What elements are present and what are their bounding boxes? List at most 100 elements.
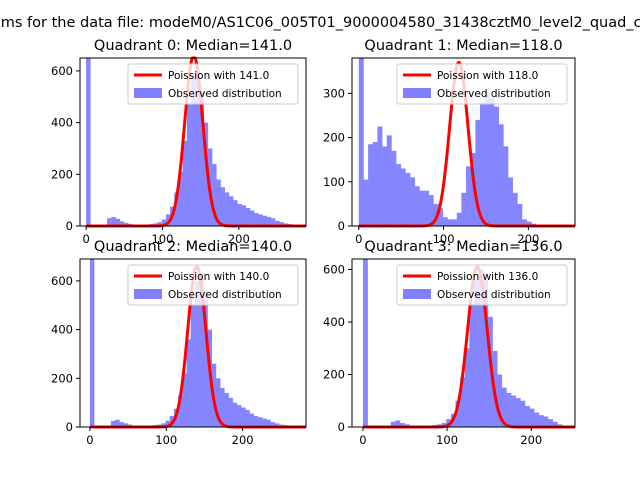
histogram-bar [452, 219, 458, 226]
y-tick-label: 200 [51, 371, 73, 385]
histogram-bar [266, 419, 271, 427]
histogram-bar [424, 190, 430, 226]
histogram-bar [241, 407, 246, 427]
legend-label-observed: Observed distribution [168, 289, 282, 301]
histogram-bar [266, 216, 272, 226]
histogram-bar [478, 269, 484, 427]
histogram-bar [522, 219, 527, 226]
y-tick-label: 300 [323, 86, 345, 100]
histogram-bar [119, 221, 125, 226]
histogram-bar [228, 196, 234, 226]
legend-label-poisson: Poission with 118.0 [437, 70, 538, 82]
legend-label-observed: Observed distribution [437, 88, 551, 100]
histogram-bar [503, 146, 509, 226]
histogram-bar [89, 259, 95, 427]
histogram-bar [414, 186, 420, 226]
histogram-bar [241, 205, 246, 226]
histogram-bar [190, 305, 196, 427]
y-tick-label: 0 [338, 420, 345, 434]
chart-title: Quadrant 3: Median=136.0 [364, 239, 562, 255]
histogram-bar [489, 97, 495, 226]
histogram-bar [372, 142, 378, 226]
axes-frame [79, 258, 307, 428]
chart-title: Quadrant 0: Median=141.0 [94, 38, 292, 54]
histogram-bar [386, 135, 392, 226]
histogram-bar [165, 420, 171, 427]
histogram-bar [254, 213, 259, 226]
histogram-bar [543, 416, 549, 427]
legend-box [396, 264, 568, 306]
chart-panel-1: Quadrant 1: Median=118.0 0 100 200 0 100 200 30… [323, 38, 577, 246]
histogram-bar [400, 168, 406, 226]
axes-frame [351, 57, 576, 227]
y-tick-label: 200 [323, 368, 345, 382]
histogram-bar [428, 195, 434, 226]
histogram-bar [456, 212, 462, 226]
histogram-bar [534, 412, 540, 427]
x-tick-label: 0 [82, 232, 89, 246]
x-tick-label: 200 [228, 232, 250, 246]
histogram-bar [410, 177, 416, 226]
histogram-bar [363, 179, 369, 226]
histogram-bar [391, 150, 397, 226]
histogram-bar [123, 423, 129, 427]
histogram-bar [515, 398, 521, 427]
legend-box [127, 63, 299, 105]
histogram-bar [178, 171, 183, 226]
histogram-bar [249, 210, 255, 226]
histogram-bar [358, 58, 364, 226]
histogram-bar [224, 192, 230, 226]
histogram-bar [262, 418, 267, 427]
histogram-bar [508, 177, 513, 226]
legend: Poission with 118.0 Observed distribution [396, 63, 568, 105]
histogram-bar [455, 400, 461, 427]
legend-box [127, 264, 299, 306]
histogram-bar [552, 421, 558, 427]
histogram-bar [119, 422, 124, 427]
histogram-bar [382, 146, 388, 226]
histogram-bar [212, 163, 217, 226]
panels-group: Quadrant 0: Median=141.0 0 100 200 0 200 400 60… [51, 38, 577, 447]
histogram-bar [195, 70, 200, 226]
y-tick-label: 200 [51, 167, 73, 181]
legend-label-poisson: Poission with 136.0 [437, 271, 538, 283]
x-tick-label: 0 [359, 433, 366, 447]
histogram-bar [115, 218, 121, 226]
histogram-bar [233, 200, 238, 226]
histogram-bar [497, 374, 503, 427]
histogram-bar [470, 153, 476, 226]
histogram-bar [220, 187, 225, 226]
histogram-bar [538, 415, 544, 427]
histogram-bar [216, 179, 221, 226]
histogram-bar [279, 222, 284, 226]
histogram-bar [474, 280, 479, 427]
histogram-bar [245, 207, 251, 226]
histogram-bar [466, 166, 472, 226]
histogram-bar [258, 214, 263, 226]
histogram-bar [224, 392, 229, 427]
histogram-bar [115, 419, 120, 427]
histogram-bar [249, 413, 254, 427]
histogram-bar [182, 140, 188, 226]
legend-patch-swatch [403, 88, 431, 98]
histogram-bar [178, 395, 183, 427]
histogram-bar [194, 280, 200, 427]
histogram-bar [442, 217, 448, 226]
x-tick-label: 200 [232, 433, 254, 447]
histogram-bar [182, 373, 187, 427]
histogram-bar [483, 280, 489, 427]
legend-label-observed: Observed distribution [437, 289, 551, 301]
histogram-bar [438, 208, 444, 226]
legend-label-poisson: Poission with 140.0 [168, 271, 269, 283]
histogram-bar [511, 395, 516, 427]
legend-box [396, 63, 568, 105]
y-tick-label: 600 [51, 274, 73, 288]
histogram-bar [186, 104, 192, 226]
histogram-bar [186, 339, 192, 427]
histogram-bar [399, 423, 405, 427]
histogram-bar [245, 409, 250, 427]
legend: Poission with 136.0 Observed distribution [396, 264, 568, 306]
histogram-bar [191, 76, 196, 226]
histogram-bar [237, 204, 242, 226]
legend: Poission with 141.0 Observed distribution [127, 63, 299, 105]
